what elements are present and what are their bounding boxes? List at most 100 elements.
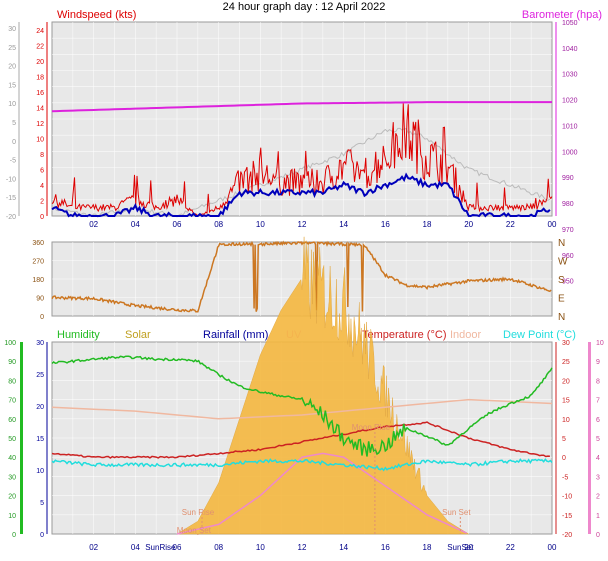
x-tick: 22 [506,543,515,552]
y-rain-tick: 25 [36,372,44,379]
y-wind-tick: 24 [36,28,44,35]
y-baro-tick: 1020 [562,98,578,105]
sun-rise-marker-label: Sun Rise [182,508,215,517]
y-wind-tick: 12 [36,121,44,128]
y-baro-tick: 970 [562,227,574,234]
y-outer-tick: 10 [8,101,16,108]
y-uv-tick: 2 [596,494,600,501]
x-tick-sunset: SunSet [447,543,474,552]
moon-set-marker-label: Moon Set [177,526,212,535]
y-baro-tick: 1050 [562,20,578,27]
y-wind-tick: 16 [36,90,44,97]
y-uv-tick: 3 [596,474,600,481]
x-tick: 00 [548,220,557,229]
y-humidity-tick: 20 [8,494,16,501]
y-outer-tick: 20 [8,64,16,71]
x-tick: 14 [339,543,348,552]
y-baro-tick: 960 [562,253,574,260]
y-humidity-tick: 40 [8,455,16,462]
x-tick: 10 [256,543,265,552]
y-temp-tick: -15 [562,513,572,520]
y-baro-tick: 1040 [562,46,578,53]
y-temp-tick: 15 [562,398,570,405]
y-compass-tick: W [558,257,568,268]
y-baro-tick: 990 [562,175,574,182]
y-baro-tick: 950 [562,279,574,286]
y-humidity-tick: 60 [8,417,16,424]
y-rain-tick: 15 [36,436,44,443]
y-outer-tick: 15 [8,82,16,89]
legend-item: Dew Point (°C) [503,329,576,341]
uv-line [176,452,467,535]
y-humidity-tick: 100 [4,340,16,347]
windspeed-average-line [51,172,551,218]
y-compass-tick: N [558,238,565,249]
y-baro-tick: 1030 [562,72,578,79]
y-outer-tick: 25 [8,45,16,52]
y-dir-tick: 360 [32,240,44,247]
y-dir-tick: 180 [32,277,44,284]
y-wind-tick: 14 [36,105,44,112]
windspeed-line [51,103,553,217]
y-baro-tick: 1000 [562,149,578,156]
y-uv-tick: 4 [596,455,600,462]
y-humidity-tick: 70 [8,398,16,405]
y-temp-tick: -5 [562,474,568,481]
y-uv-tick: 0 [596,532,600,539]
y-wind-tick: 2 [40,198,44,205]
y-humidity-tick: 10 [8,513,16,520]
y-rain-tick: 0 [40,532,44,539]
x-tick: 14 [339,220,348,229]
y-dir-tick: 270 [32,259,44,266]
y-compass-tick: N [558,312,565,323]
y-humidity-tick: 30 [8,474,16,481]
barometer-line [51,101,552,113]
x-tick: 04 [131,543,140,552]
x-tick: 18 [423,220,432,229]
y-outer-tick: -10 [6,176,16,183]
y-humidity-tick: 80 [8,378,16,385]
y-uv-tick: 7 [596,398,600,405]
legend-windspeed: Windspeed (kts) [57,9,136,21]
y-humidity-tick: 90 [8,359,16,366]
y-wind-tick: 0 [40,214,44,221]
y-rain-tick: 30 [36,340,44,347]
y-rain-tick: 10 [36,468,44,475]
temperature-line [51,421,550,459]
y-outer-tick: -20 [6,214,16,221]
x-tick: 10 [256,220,265,229]
y-wind-tick: 18 [36,74,44,81]
direction-line [51,240,552,313]
y-temp-tick: -10 [562,494,572,501]
humidity-axis-bar [20,342,23,534]
y-uv-tick: 1 [596,513,600,520]
y-wind-tick: 22 [36,43,44,50]
y-outer-tick: 30 [8,26,16,33]
legend-item: Temperature (°C) [362,329,446,341]
y-baro-tick: 1010 [562,123,578,130]
y-compass-tick: S [558,275,565,286]
x-tick: 18 [423,543,432,552]
y-wind-tick: 6 [40,167,44,174]
humidity-line [51,355,553,457]
legend-item: Humidity [57,329,100,341]
x-tick: 08 [214,543,223,552]
y-compass-tick: E [558,294,565,305]
x-tick: 06 [173,220,182,229]
dew-point-line [51,458,553,472]
y-outer-tick: -5 [10,158,16,165]
y-outer-tick: 5 [12,120,16,127]
y-temp-tick: -20 [562,532,572,539]
y-temp-tick: 0 [562,455,566,462]
y-temp-tick: 5 [562,436,566,443]
y-wind-tick: 20 [36,59,44,66]
y-uv-tick: 5 [596,436,600,443]
y-humidity-tick: 0 [12,532,16,539]
y-rain-tick: 20 [36,404,44,411]
x-tick: 12 [298,543,307,552]
legend-item: Indoor [450,329,482,341]
sun-set-marker-label: Sun Set [442,508,471,517]
x-tick: 04 [131,220,140,229]
y-temp-tick: 25 [562,359,570,366]
